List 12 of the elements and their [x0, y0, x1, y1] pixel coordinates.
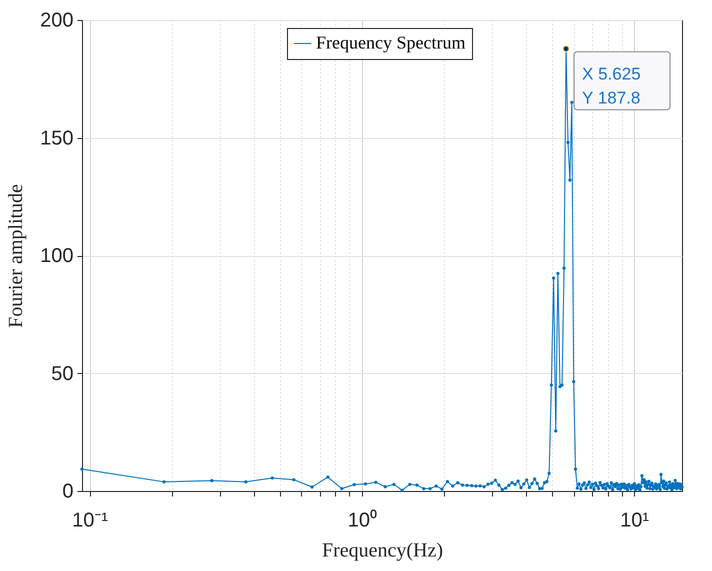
y-tick-label: 50: [51, 362, 74, 385]
x-tick-label: 10⁻¹: [72, 510, 108, 532]
y-tick-label: 100: [40, 245, 74, 267]
x-tick-label: 10¹: [620, 510, 650, 532]
y-tick-label: 150: [40, 127, 74, 150]
x-tick-label: 10⁰: [348, 508, 377, 532]
annotation: X 5.625 Y 187.8: [582, 64, 641, 108]
y-tick-label: 200: [40, 10, 74, 32]
y-tick-label: 0: [62, 480, 74, 502]
x-axis-title: Frequency(Hz): [322, 540, 444, 562]
legend-label: Frequency Spectrum: [316, 32, 466, 52]
y-axis-title: Fourier amplitude: [5, 184, 28, 328]
